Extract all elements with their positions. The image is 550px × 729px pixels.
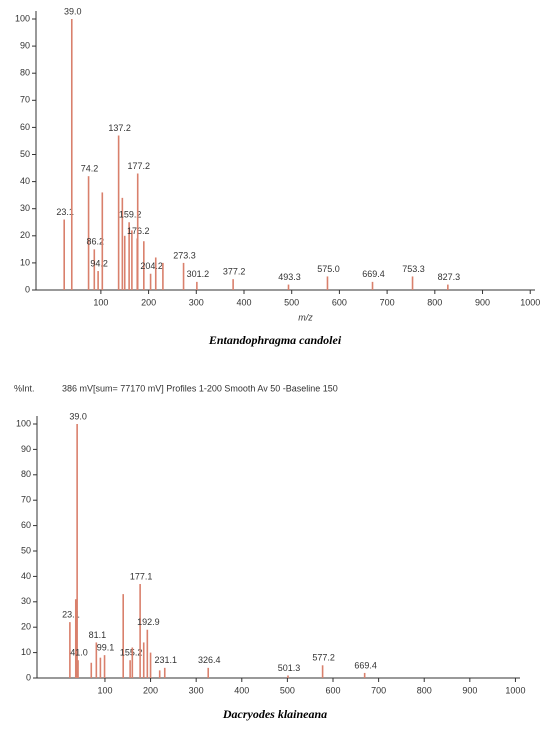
peak-label: 753.3 bbox=[402, 264, 425, 274]
peak-label: 74.2 bbox=[81, 164, 99, 174]
peak-label: 204.2 bbox=[140, 261, 163, 271]
x-tick-label: 300 bbox=[189, 685, 204, 695]
y-tick-label: 20 bbox=[20, 230, 30, 240]
subtitle: 386 mV[sum= 77170 mV] Profiles 1-200 Smo… bbox=[62, 383, 338, 393]
y-tick-label: 30 bbox=[21, 596, 31, 606]
peak-label: 39.0 bbox=[69, 411, 87, 421]
x-tick-label: 500 bbox=[280, 685, 295, 695]
x-tick-label: 600 bbox=[325, 685, 340, 695]
peak-label: 493.3 bbox=[278, 272, 301, 282]
y-tick-label: 80 bbox=[20, 68, 30, 78]
y-tick-label: 50 bbox=[21, 545, 31, 555]
peak-label: 669.4 bbox=[354, 660, 377, 670]
peak-label: 99.1 bbox=[97, 643, 115, 653]
y-tick-label: 30 bbox=[20, 203, 30, 213]
caption: Entandophragma candolei bbox=[208, 333, 342, 347]
x-tick-label: 600 bbox=[332, 297, 347, 307]
x-tick-label: 400 bbox=[234, 685, 249, 695]
x-tick-label: 500 bbox=[284, 297, 299, 307]
y-tick-label: 70 bbox=[20, 95, 30, 105]
x-tick-label: 100 bbox=[93, 297, 108, 307]
peak-label: 273.3 bbox=[173, 250, 196, 260]
x-tick-label: 200 bbox=[141, 297, 156, 307]
peak-label: 23.1 bbox=[56, 207, 74, 217]
x-tick-label: 300 bbox=[189, 297, 204, 307]
peak-label: 41.0 bbox=[70, 648, 88, 658]
peak-label: 501.3 bbox=[278, 663, 301, 673]
x-tick-label: 800 bbox=[427, 297, 442, 307]
peak-label: 137.2 bbox=[108, 123, 131, 133]
x-tick-label: 700 bbox=[371, 685, 386, 695]
y-tick-label: 90 bbox=[20, 40, 30, 50]
x-tick-label: 200 bbox=[143, 685, 158, 695]
y-tick-label: 60 bbox=[20, 122, 30, 132]
y-tick-label: 40 bbox=[20, 176, 30, 186]
peak-label: 231.1 bbox=[154, 655, 177, 665]
peak-label: 23.1 bbox=[62, 609, 80, 619]
peak-label: 577.2 bbox=[312, 653, 335, 663]
peak-label: 159.2 bbox=[119, 210, 142, 220]
peak-label: 94.2 bbox=[90, 258, 108, 268]
peak-label: 39.0 bbox=[64, 6, 82, 16]
peak-label: 301.2 bbox=[187, 269, 210, 279]
y-tick-label: 70 bbox=[21, 495, 31, 505]
x-tick-label: 900 bbox=[475, 297, 490, 307]
x-tick-label: 800 bbox=[417, 685, 432, 695]
y-tick-label: 90 bbox=[21, 444, 31, 454]
x-tick-label: 400 bbox=[236, 297, 251, 307]
y-tick-label: 20 bbox=[21, 622, 31, 632]
peak-label: 86.2 bbox=[87, 237, 105, 247]
peak-label: 177.2 bbox=[127, 161, 150, 171]
y-tick-label: 10 bbox=[21, 647, 31, 657]
y-tick-label: 80 bbox=[21, 469, 31, 479]
y-tick-label: 60 bbox=[21, 520, 31, 530]
peak-label: 575.0 bbox=[317, 264, 340, 274]
peak-label: 669.4 bbox=[362, 269, 385, 279]
caption: Dacryodes klaineana bbox=[222, 707, 327, 721]
peak-label: 192.9 bbox=[137, 617, 160, 627]
y-tick-label: 50 bbox=[20, 149, 30, 159]
y-tick-label: 0 bbox=[25, 284, 30, 294]
header: %Int. bbox=[14, 383, 35, 393]
x-axis-label: m/z bbox=[298, 312, 313, 322]
x-tick-label: 1000 bbox=[520, 297, 540, 307]
peak-label: 81.1 bbox=[89, 630, 107, 640]
y-tick-label: 100 bbox=[15, 13, 30, 23]
peak-label: 155.2 bbox=[120, 648, 143, 658]
peak-label: 377.2 bbox=[223, 267, 246, 277]
x-tick-label: 100 bbox=[97, 685, 112, 695]
peak-label: 326.4 bbox=[198, 655, 221, 665]
y-tick-label: 100 bbox=[16, 418, 31, 428]
y-tick-label: 40 bbox=[21, 571, 31, 581]
y-tick-label: 0 bbox=[26, 672, 31, 682]
peak-label: 177.1 bbox=[130, 571, 153, 581]
x-tick-label: 1000 bbox=[505, 685, 525, 695]
x-tick-label: 900 bbox=[462, 685, 477, 695]
peak-label: 827.3 bbox=[438, 272, 461, 282]
y-tick-label: 10 bbox=[20, 257, 30, 267]
x-tick-label: 700 bbox=[380, 297, 395, 307]
